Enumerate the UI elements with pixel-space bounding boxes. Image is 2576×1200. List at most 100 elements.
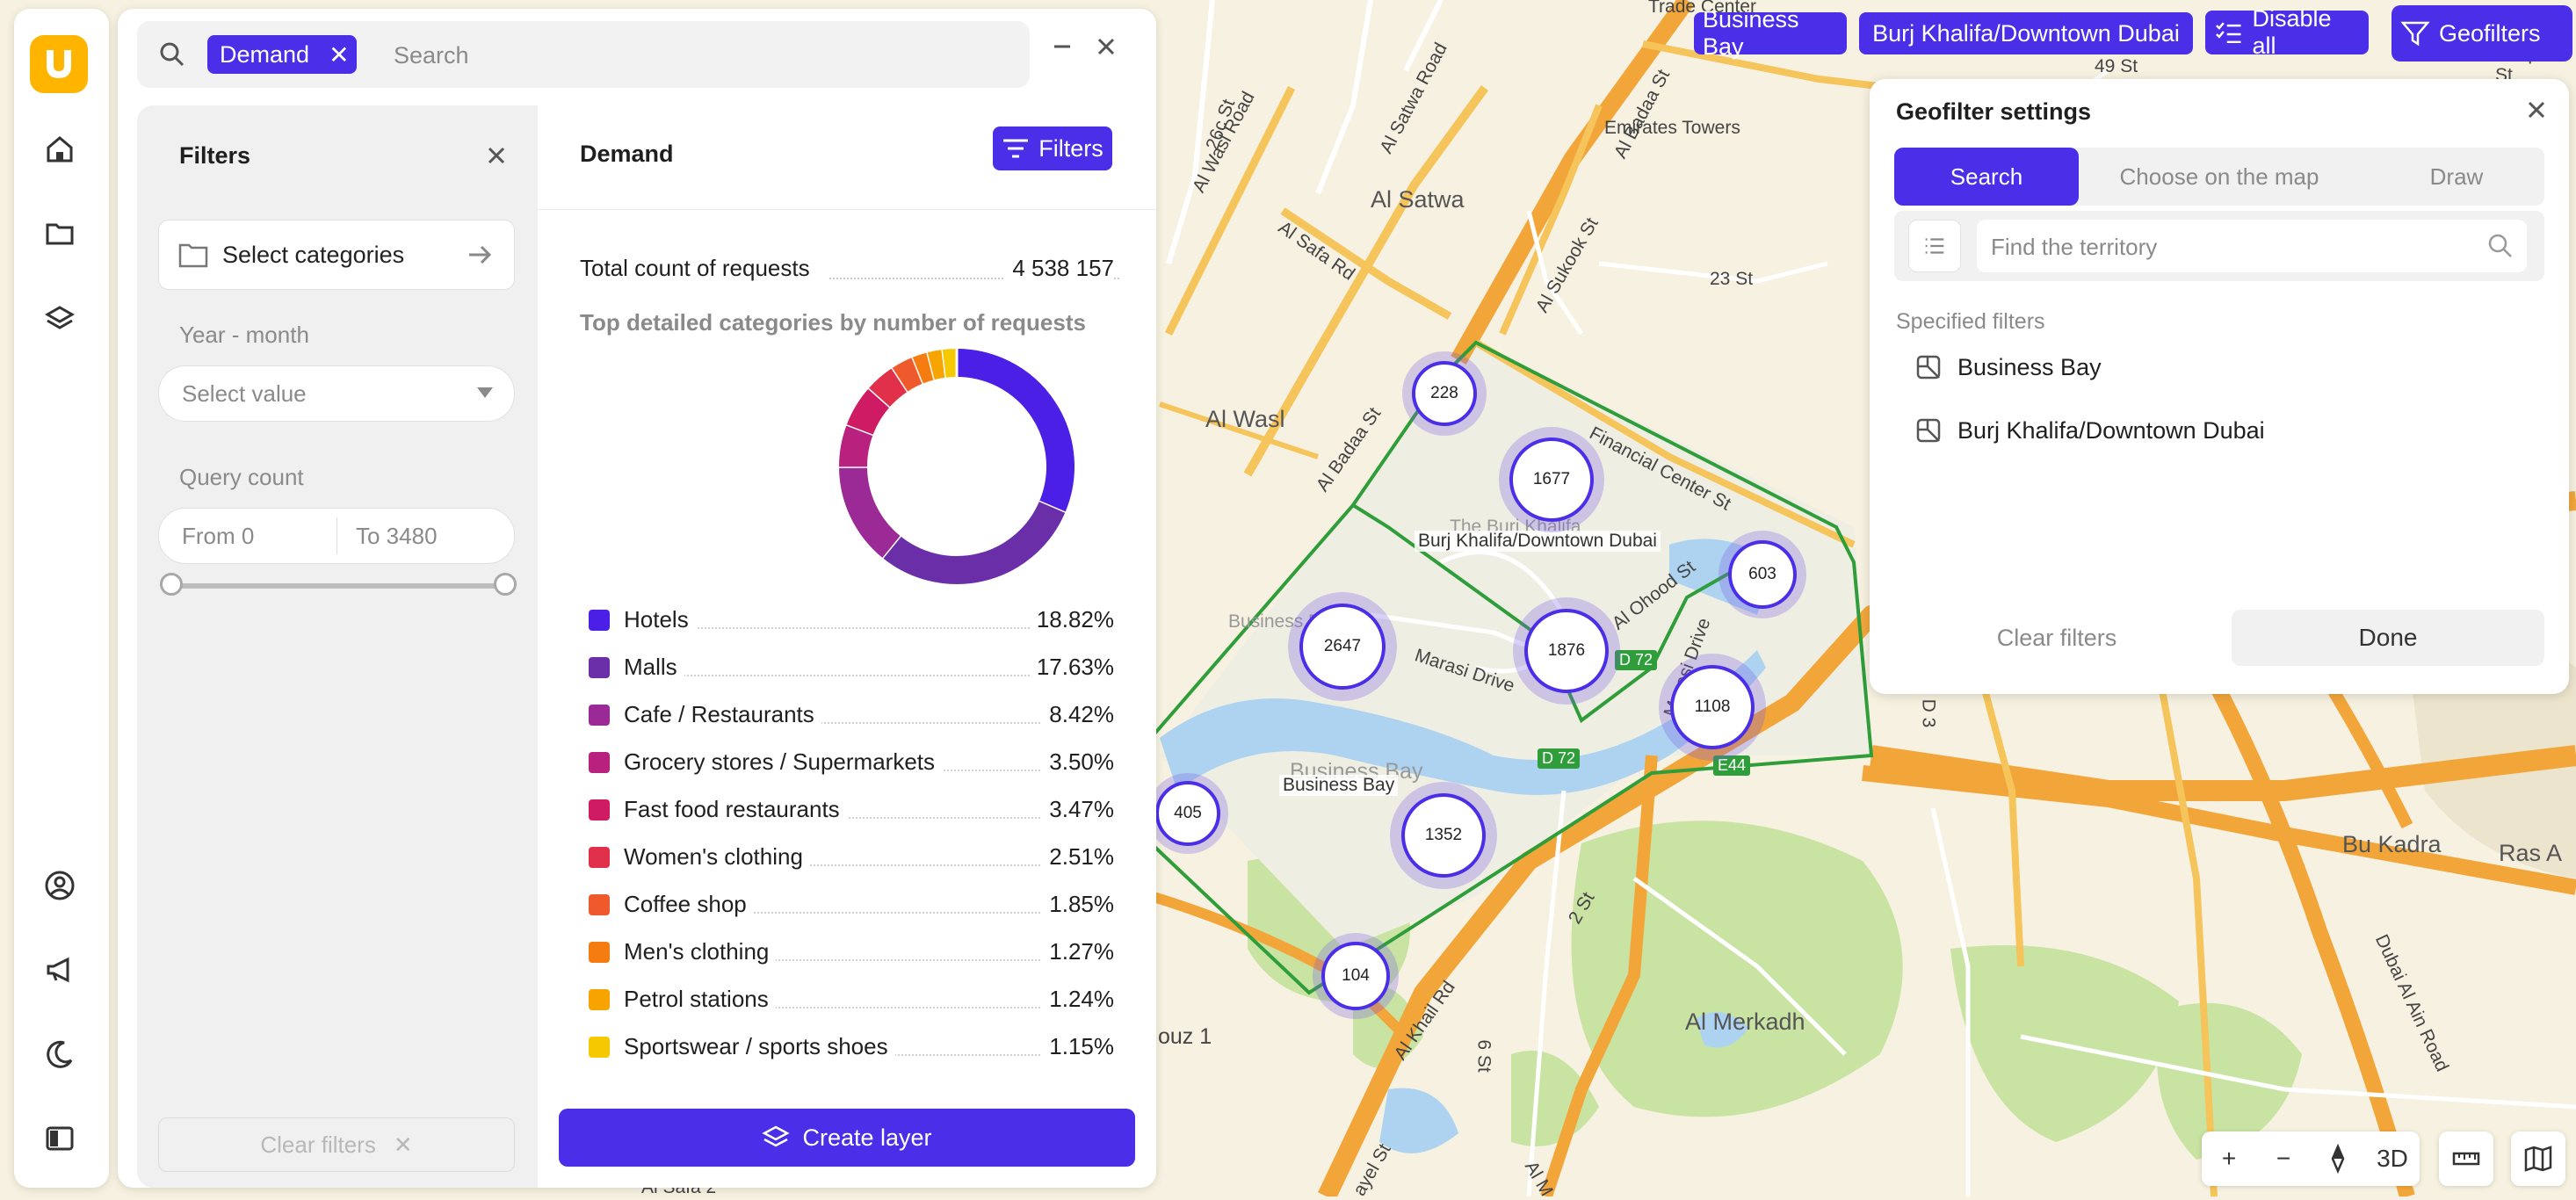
legend-label: Malls [624,654,684,681]
legend-label: Coffee shop [624,891,754,918]
select-categories-button[interactable]: Select categories [158,220,515,290]
legend-value: 1.85% [1042,891,1114,918]
home-button[interactable] [35,125,84,174]
cluster-marker[interactable]: 1108 [1659,654,1766,761]
chip-label: Burj Khalifa/Downtown Dubai [1872,20,2180,47]
search-icon [2486,232,2514,260]
create-layer-button[interactable]: Create layer [559,1109,1135,1167]
search-input[interactable]: Search [394,42,469,69]
3d-toggle-button[interactable]: 3D [2365,1131,2420,1186]
tab-choose-on-map[interactable]: Choose on the map [2088,148,2351,206]
query-from-input[interactable]: From 0 [182,523,254,550]
cluster-marker[interactable]: 405 [1147,773,1228,854]
specified-filter-label: Business Bay [1957,354,2102,381]
query-to-input[interactable]: To 3480 [356,523,438,550]
cluster-label: 228 [1412,361,1477,426]
legend-label: Cafe / Restaurants [624,701,821,728]
legend-value: 17.63% [1030,654,1114,681]
total-requests-label: Total count of requests [580,255,810,282]
geofilter-clear-button[interactable]: Clear filters [1894,610,2219,666]
cluster-marker[interactable]: 2647 [1288,592,1397,701]
cluster-label: 104 [1321,942,1390,1010]
cluster-marker[interactable]: 1352 [1390,782,1497,889]
search-bar[interactable]: Demand ✕ Search [137,21,1030,88]
clear-filters-button[interactable]: Clear filters ✕ [158,1117,515,1172]
geofilter-chip-business-bay[interactable]: Business Bay [1694,12,1847,54]
query-count-label: Query count [179,464,304,491]
search-icon [158,40,186,69]
year-month-select[interactable]: Select value [158,365,515,422]
geofilter-done-button[interactable]: Done [2232,610,2544,666]
cluster-marker[interactable]: 1677 [1499,427,1604,532]
legend-swatch [589,847,610,868]
slider-min-handle[interactable] [160,573,183,596]
geofilters-button[interactable]: Geofilters [2391,5,2572,61]
cluster-label: 1108 [1670,665,1755,749]
close-icon[interactable] [1093,33,1119,60]
chip-label: Business Bay [1703,6,1838,61]
user-icon [43,869,76,902]
legend-value: 1.27% [1042,938,1114,965]
specified-filter-item[interactable]: Burj Khalifa/Downtown Dubai [1915,413,2265,448]
map-label-al-wasl: Al Wasl [1205,406,1285,433]
arrow-right-icon [465,240,495,270]
announcements-button[interactable] [35,945,84,994]
legend-label: Petrol stations [624,986,776,1013]
geofilter-panel: Geofilter settings Search Choose on the … [1870,79,2569,694]
cluster-marker[interactable]: 104 [1313,933,1399,1019]
map-label-d72: D 72 [1538,748,1580,769]
map-style-button[interactable] [2511,1131,2565,1186]
layers-button[interactable] [35,293,84,343]
sidebar-toggle-button[interactable] [35,1114,84,1163]
map-label-23-st: 23 St [1710,269,1753,290]
filters-close-icon[interactable] [483,142,510,169]
territory-icon [1915,354,1942,380]
search-chip[interactable]: Demand ✕ [207,35,357,74]
cluster-marker[interactable]: 1876 [1513,597,1620,705]
logo-icon [40,45,78,83]
tab-search[interactable]: Search [1894,148,2079,206]
ruler-button[interactable] [2439,1131,2493,1186]
map-label-d3: D 3 [1917,699,1938,728]
app-logo[interactable] [30,35,88,93]
chip-remove-icon[interactable]: ✕ [329,40,349,69]
donut-slice [853,430,860,466]
donut-slice [853,466,891,546]
home-icon [43,133,76,166]
list-icon [1921,233,1948,259]
zoom-out-button[interactable]: − [2256,1131,2311,1186]
query-count-slider[interactable] [170,583,506,589]
territory-input[interactable]: Find the territory [1977,220,2527,272]
profile-button[interactable] [35,861,84,910]
chevron-down-icon [477,387,493,398]
geofilter-chip-burj-khalifa[interactable]: Burj Khalifa/Downtown Dubai [1859,12,2193,54]
donut-slice [918,366,931,371]
filters-button[interactable]: Filters [993,127,1112,170]
filters-pane: Filters Select categories Year - month S… [137,105,538,1188]
cluster-marker[interactable]: 228 [1402,351,1487,436]
legend-item: Men's clothing 1.27% [589,933,1114,968]
cluster-marker[interactable]: 603 [1719,531,1806,618]
legend-label: Men's clothing [624,938,776,965]
donut-slice [900,371,917,380]
map-icon [2523,1144,2553,1174]
compass-button[interactable] [2311,1131,2365,1186]
compass-icon [2323,1144,2353,1174]
specified-filter-item[interactable]: Business Bay [1915,350,2102,385]
category-donut-chart [838,348,1075,585]
zoom-in-button[interactable]: + [2202,1131,2256,1186]
minimize-icon[interactable] [1049,33,1075,60]
territory-list-button[interactable] [1908,220,1961,272]
slider-max-handle[interactable] [494,573,517,596]
donut-slice [931,364,944,366]
theme-toggle-button[interactable] [35,1030,84,1079]
disable-all-button[interactable]: Disable all [2205,11,2369,54]
megaphone-icon [43,953,76,987]
tab-draw[interactable]: Draw [2369,148,2544,206]
close-icon[interactable] [2523,97,2550,123]
demand-title: Demand [580,141,674,168]
legend-value: 3.47% [1042,796,1114,823]
map-label-al-merkadh: Al Merkadh [1685,1008,1805,1036]
folder-button[interactable] [35,209,84,258]
cluster-label: 405 [1155,781,1220,846]
